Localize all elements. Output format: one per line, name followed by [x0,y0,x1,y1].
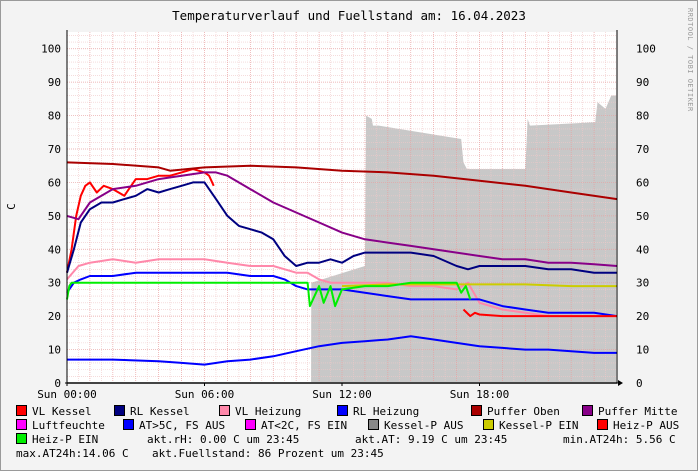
y-tick-label-right: 0 [636,377,643,390]
legend-item-vl-kessel: VL Kessel [16,405,92,418]
y-tick-label-right: 40 [636,243,649,256]
y-tick-label-left: 80 [48,110,61,123]
axis-layer: 0 0 10 10 20 20 30 30 40 40 50 50 60 60 70 70 80 80 90 90 10… [37,30,656,400]
legend-label: RL Heizung [353,405,420,418]
legend-swatch [582,405,593,416]
y-tick-label-left: 90 [48,76,61,89]
legend-swatch [597,419,608,430]
y-tick-label-right: 90 [636,76,649,89]
legend-swatch [123,419,134,430]
y-tick-label-right: 70 [636,143,649,156]
legend-item-rl-heizung: RL Heizung [337,405,419,418]
legend-item-kessel-p-ein: Kessel-P EIN [483,419,578,432]
y-tick-label-right: 50 [636,210,649,223]
legend-label: Heiz-P AUS [613,419,680,432]
legend-label: Puffer Oben [487,405,560,418]
info-akt-rh: akt.rH: 0.00 C um 23:45 [147,433,300,446]
legend-swatch [16,405,27,416]
chart-canvas: 0 0 10 10 20 20 30 30 40 40 50 50 60 60 70 70 80 80 90 90 10… [37,30,656,400]
legend-item-vl-heizung: VL Heizung [219,405,301,418]
legend-label: VL Kessel [32,405,92,418]
y-tick-label-left: 10 [48,344,61,357]
series-line-2 [66,258,617,318]
y-tick-label-right: 10 [636,344,649,357]
info-fuellstand: akt.Fuellstand: 86 Prozent um 23:45 [152,447,384,460]
legend-label: Kessel-P AUS [384,419,464,432]
legend-swatch [16,433,27,444]
legend-swatch [219,405,230,416]
y-tick-label-right: 30 [636,277,649,290]
y-tick-label-left: 0 [54,377,61,390]
legend-item-puffer-mitte: Puffer Mitte [582,405,677,418]
series-line-4 [66,161,618,201]
y-tick-label-left: 60 [48,176,61,189]
y-tick-label-left: 30 [48,277,61,290]
series-line-1 [66,181,617,274]
series-line-11 [462,308,617,318]
series-line-10 [341,283,617,288]
legend-swatch [368,419,379,430]
y-tick-label-right: 80 [636,110,649,123]
legend-item-luftfeuchte: Luftfeuchte [16,419,105,432]
legend-swatch [471,405,482,416]
legend-item-heiz-p-ein: Heiz-P EIN [16,433,98,446]
x-tick-label: Sun 18:00 [450,388,510,400]
legend-swatch [337,405,348,416]
legend-item-rl-kessel: RL Kessel [114,405,190,418]
legend-item-heiz-p-aus: Heiz-P AUS [597,419,679,432]
series-line-12 [66,281,472,308]
x-axis-arrow [618,380,623,386]
legend-swatch [245,419,256,430]
legend-item-at-gt-5c: AT>5C, FS AUS [123,419,225,432]
series-line-5 [66,171,618,267]
y-tick-label-left: 100 [41,43,61,56]
y-tick-label-right: 60 [636,176,649,189]
legend-label: AT<2C, FS EIN [261,419,348,432]
legend-swatch [16,419,27,430]
y-tick-label-left: 20 [48,310,61,323]
legend-label: AT>5C, FS AUS [139,419,226,432]
legend-item-at-lt-2c: AT<2C, FS EIN [245,419,347,432]
legend-label: Heiz-P EIN [32,433,99,446]
x-tick-label: Sun 06:00 [175,388,235,400]
legend-label: Puffer Mitte [598,405,678,418]
legend-label: VL Heizung [235,405,302,418]
legend-item-puffer-oben: Puffer Oben [471,405,560,418]
y-tick-label-left: 40 [48,243,61,256]
y-tick-label-right: 100 [636,43,656,56]
info-akt-at: akt.AT: 9.19 C um 23:45 [355,433,508,446]
legend-label: RL Kessel [130,405,190,418]
legend-swatch [483,419,494,430]
legend-swatch [114,405,125,416]
x-tick-label: Sun 00:00 [37,388,97,400]
series-line-7 [67,335,617,366]
chart-title: Temperaturverlauf und Fuellstand am: 16.… [172,8,526,23]
rrdtool-watermark: RRDTOOL / TOBI OETIKER [686,8,694,112]
legend-item-kessel-p-aus: Kessel-P AUS [368,419,463,432]
legend-label: Kessel-P EIN [499,419,579,432]
y-tick-label-left: 70 [48,143,61,156]
y-tick-label-left: 50 [48,210,61,223]
x-tick-label: Sun 12:00 [312,388,372,400]
legend-label: Luftfeuchte [32,419,105,432]
info-min-at24h: min.AT24h: 5.56 C [563,433,676,446]
y-tick-label-right: 20 [636,310,649,323]
info-max-at24h: max.AT24h:14.06 C [16,447,129,460]
